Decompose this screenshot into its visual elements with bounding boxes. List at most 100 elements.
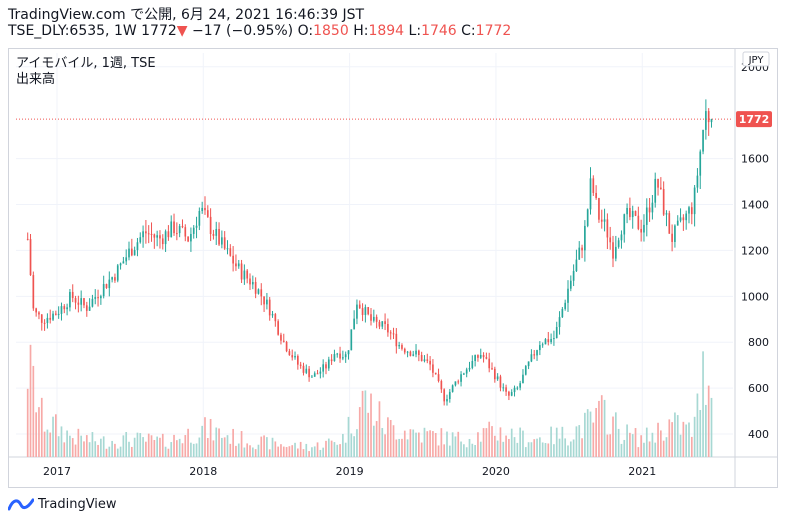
volume-bar <box>671 422 673 457</box>
volume-bar <box>564 438 567 457</box>
candle-down <box>358 304 361 309</box>
candle-up <box>536 350 538 356</box>
volume-bar <box>266 437 268 457</box>
volume-bar <box>251 447 254 457</box>
candle-down <box>43 322 46 324</box>
volume-bar <box>235 445 237 457</box>
volume-bar <box>302 449 305 457</box>
candle-down <box>260 289 263 297</box>
candle-down <box>330 359 333 362</box>
candle-down <box>395 333 398 347</box>
volume-bar <box>493 435 496 457</box>
volume-bar <box>477 432 479 457</box>
close-label: C: <box>461 23 476 39</box>
volume-bar <box>696 393 699 457</box>
volume-bar <box>69 435 71 457</box>
volume-bar <box>142 437 144 457</box>
volume-bar <box>412 429 415 457</box>
volume-bar <box>685 424 688 457</box>
candle-down <box>130 248 133 256</box>
chart-frame <box>8 48 778 488</box>
candle-down <box>105 284 108 289</box>
volume-bar <box>367 412 370 457</box>
candle-down <box>325 364 327 369</box>
candle-down <box>83 298 85 306</box>
volume-bar <box>237 443 240 457</box>
volume-bar <box>325 440 327 457</box>
candle-up <box>412 354 415 356</box>
candle-down <box>302 365 305 373</box>
volume-bar <box>105 448 108 457</box>
volume-bar <box>339 444 341 457</box>
volume-bar <box>57 436 60 457</box>
volume-bar <box>111 440 113 457</box>
volume-bar <box>471 443 474 457</box>
volume-bar <box>626 424 628 457</box>
candle-down <box>432 364 434 373</box>
volume-bar <box>418 432 420 457</box>
volume-bar <box>488 421 491 457</box>
x-tick-label: 2019 <box>336 465 364 478</box>
volume-bar <box>344 442 347 457</box>
volume-bar <box>584 412 586 457</box>
volume-bar <box>333 442 336 457</box>
y-tick-label: 1600 <box>741 153 769 166</box>
volume-bar <box>297 448 299 457</box>
candle-down <box>49 317 52 320</box>
candle-down <box>173 221 175 234</box>
volume-bar <box>260 436 263 457</box>
volume-bar <box>572 439 575 457</box>
volume-bar <box>88 442 91 457</box>
volume-bar <box>491 426 493 457</box>
candle-up <box>603 219 606 222</box>
chart-header-line1: TradingView.com で公開, 6月 24, 2021 16:46:3… <box>8 6 364 24</box>
volume-bar <box>384 434 386 457</box>
candle-down <box>657 178 659 188</box>
candle-up <box>116 265 119 281</box>
candle-up <box>350 329 353 351</box>
volume-bar <box>330 440 333 457</box>
volume-bar <box>32 365 35 457</box>
volume-bar <box>35 412 37 457</box>
volume-bar <box>541 442 544 457</box>
low-label: L: <box>408 23 422 39</box>
volume-bar <box>620 443 623 457</box>
candle-up <box>102 284 105 297</box>
volume-bar <box>426 431 429 457</box>
candle-up <box>688 207 690 214</box>
candle-down <box>77 302 80 305</box>
volume-bar <box>401 438 403 457</box>
candle-up <box>319 371 322 374</box>
candle-down <box>547 339 550 343</box>
volume-bar <box>356 429 358 457</box>
currency-label: JPY <box>748 55 765 66</box>
volume-bar <box>212 440 215 457</box>
volume-bar <box>108 446 111 457</box>
volume-bar <box>136 432 139 457</box>
candle-down <box>249 278 251 285</box>
volume-bar <box>156 436 158 457</box>
volume-bar <box>586 409 589 457</box>
volume-bar <box>415 432 417 457</box>
candle-down <box>223 237 226 249</box>
footer[interactable]: TradingView <box>8 494 117 514</box>
candle-up <box>342 357 344 359</box>
chart-header-line2: TSE_DLY:6535, 1W 1772▼ −17 (−0.95%) O:18… <box>8 22 511 40</box>
volume-bar <box>451 432 454 457</box>
candle-up <box>294 355 296 358</box>
candle-up <box>699 151 702 176</box>
volume-bar <box>637 447 640 457</box>
candle-down <box>63 306 66 310</box>
volume-bar <box>215 427 218 457</box>
candle-up <box>631 210 634 218</box>
candle-down <box>440 381 443 390</box>
volume-bar <box>288 446 291 457</box>
volume-bar <box>116 448 119 457</box>
candle-up <box>541 344 544 346</box>
tradingview-logo-icon <box>8 498 34 511</box>
candle-down <box>285 341 288 352</box>
candle-down <box>508 391 510 396</box>
volume-bar <box>311 447 313 457</box>
symbol-info: TSE_DLY:6535, 1W 1772 <box>8 23 177 39</box>
